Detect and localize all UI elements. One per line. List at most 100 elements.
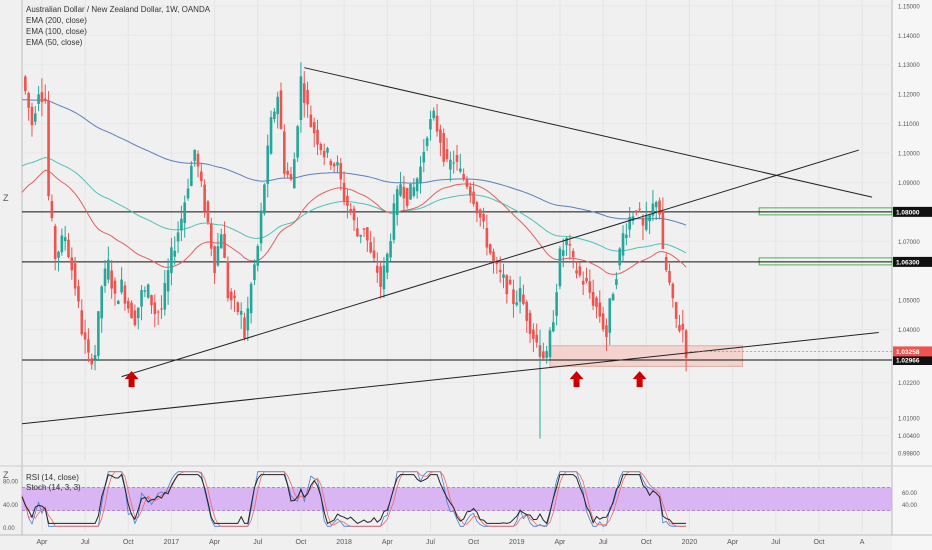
candle-body	[449, 159, 452, 170]
candle-body	[502, 274, 505, 278]
red-up-arrow-icon	[569, 371, 584, 388]
level-price-tag	[893, 355, 932, 366]
candle-body	[200, 171, 203, 182]
candle-body	[651, 203, 655, 216]
candle-body	[528, 312, 532, 334]
candle-body	[382, 265, 386, 290]
candle-body	[166, 270, 170, 292]
y-tick-label: 1.12000	[898, 93, 920, 99]
candle-body	[415, 178, 419, 192]
support-zone	[549, 345, 744, 367]
x-tick-label: 2019	[509, 539, 525, 546]
candle-body	[73, 263, 77, 289]
candle-body	[97, 311, 100, 356]
candle-body	[63, 237, 67, 242]
ema-50-line	[21, 169, 687, 275]
candle-body	[216, 246, 220, 266]
side-label-top[interactable]: Z	[3, 193, 9, 203]
candle-body	[173, 250, 177, 257]
candle-body	[302, 83, 306, 103]
x-tick-label: Oct	[123, 539, 134, 546]
candle-body	[555, 292, 558, 316]
candle-body	[206, 201, 210, 223]
candle-body	[289, 174, 293, 180]
candle-body	[681, 323, 685, 330]
stoch-label: Stoch (14, 3, 3)	[26, 483, 81, 492]
candle-body	[276, 96, 279, 115]
y-tick-label: 1.09000	[898, 181, 920, 187]
candle-body	[259, 210, 263, 244]
osc-left-tick: 0.00	[3, 526, 15, 532]
candle-body	[50, 201, 54, 219]
candle-body	[678, 325, 681, 331]
candle-body	[160, 308, 163, 310]
candle-body	[146, 284, 150, 298]
side-label-bottom[interactable]: Z	[3, 470, 9, 480]
candle-body	[266, 145, 270, 184]
candle-body	[239, 310, 243, 315]
x-tick-label: A	[860, 539, 865, 546]
candle-body	[332, 163, 336, 167]
candle-body	[455, 154, 459, 162]
y-tick-label: 1.02200	[898, 381, 920, 387]
osc-right-tick: 40.00	[902, 503, 918, 509]
chart-legend: Australian Dollar / New Zealand Dollar, …	[26, 4, 210, 48]
candle-body	[545, 351, 548, 358]
candle-body	[482, 213, 485, 222]
candle-body	[346, 195, 349, 206]
candle-body	[339, 163, 343, 180]
y-tick-label: 1.00400	[898, 434, 920, 440]
candle-body	[362, 228, 366, 230]
candle-body	[399, 184, 402, 196]
candle-body	[219, 234, 223, 249]
candle-body	[90, 358, 94, 365]
candle-body	[296, 126, 299, 158]
candle-body	[116, 300, 120, 305]
candle-body	[226, 261, 230, 299]
candle-body	[299, 76, 303, 120]
x-tick-label: Apr	[727, 539, 739, 546]
candle-body	[130, 302, 133, 319]
candle-body	[120, 279, 123, 293]
y-tick-label: 1.15000	[898, 4, 920, 10]
x-tick-label: Apr	[382, 539, 394, 546]
candle-body	[591, 292, 595, 306]
candle-body	[412, 187, 416, 196]
x-tick-label: Jul	[253, 539, 262, 546]
candle-body	[409, 183, 412, 200]
candle-body	[565, 237, 568, 246]
candle-body	[286, 170, 289, 175]
candle-body	[93, 355, 97, 360]
candle-body	[183, 202, 187, 224]
y-tick-label: 1.07000	[898, 240, 920, 246]
candle-body	[385, 253, 389, 273]
candle-body	[389, 241, 392, 258]
candle-body	[100, 286, 103, 319]
candle-body	[322, 150, 326, 158]
candle-body	[133, 310, 137, 326]
candle-body	[67, 239, 70, 257]
candle-body	[27, 92, 30, 108]
candle-body	[618, 248, 622, 266]
candle-body	[532, 329, 535, 339]
candle-body	[342, 182, 346, 202]
ema-50-label: EMA (50, close)	[26, 38, 83, 47]
y-tick-label: 1.13000	[898, 63, 920, 69]
candle-body	[186, 188, 190, 199]
candle-body	[631, 216, 635, 221]
candle-body	[283, 131, 286, 174]
candle-body	[611, 294, 615, 301]
candle-body	[542, 351, 545, 359]
candle-body	[24, 76, 27, 92]
ascending-trendline-upper	[121, 149, 859, 378]
candle-body	[671, 283, 675, 299]
candle-body	[70, 257, 74, 271]
candle-body	[518, 288, 522, 302]
candle-body	[422, 152, 426, 163]
candle-body	[684, 330, 688, 358]
candle-body	[485, 227, 489, 248]
y-tick-label: 0.99800	[898, 452, 920, 458]
candle-body	[605, 325, 608, 338]
